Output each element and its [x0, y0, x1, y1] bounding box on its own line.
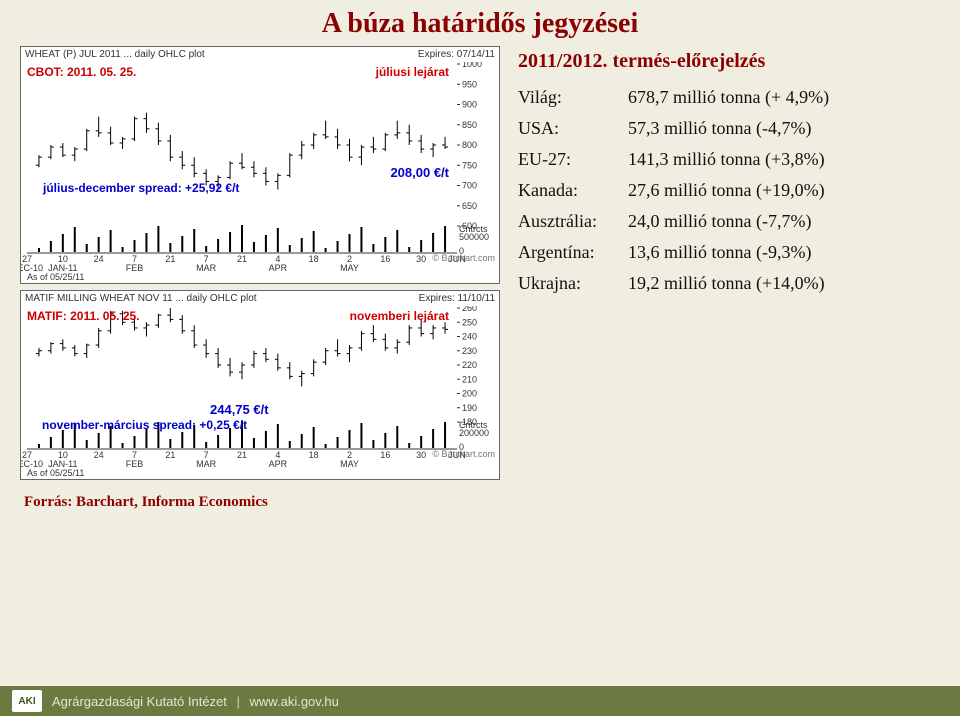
forecast-row: Világ:678,7 millió tonna (+ 4,9%) [518, 87, 940, 108]
forecast-row: USA:57,3 millió tonna (-4,7%) [518, 118, 940, 139]
chart-price: 244,75 €/t [210, 402, 269, 417]
forecast-key: Ukrajna: [518, 273, 628, 294]
charts-column: WHEAT (P) JUL 2011 ... daily OHLC plot E… [20, 46, 500, 486]
svg-text:APR: APR [269, 263, 288, 273]
forecast-value: 13,6 millió tonna (-9,3%) [628, 242, 811, 263]
footer-bar: AKI Agrárgazdasági Kutató Intézet | www.… [0, 686, 960, 716]
svg-text:18: 18 [309, 254, 319, 264]
forecast-row: Ausztrália:24,0 millió tonna (-7,7%) [518, 211, 940, 232]
forecast-row: EU-27:141,3 millió tonna (+3,8%) [518, 149, 940, 170]
forecast-key: EU-27: [518, 149, 628, 170]
svg-text:500000: 500000 [459, 232, 489, 242]
svg-text:700: 700 [462, 181, 477, 191]
chart-spread: július-december spread: +25,92 €/t [43, 181, 239, 195]
forecast-key: Világ: [518, 87, 628, 108]
forecast-key: Ausztrália: [518, 211, 628, 232]
svg-text:MAY: MAY [340, 263, 359, 273]
forecast-key: Kanada: [518, 180, 628, 201]
svg-text:As of 05/25/11: As of 05/25/11 [27, 272, 84, 282]
forecast-row: Kanada:27,6 millió tonna (+19,0%) [518, 180, 940, 201]
svg-text:230: 230 [462, 346, 477, 356]
svg-text:30: 30 [416, 254, 426, 264]
svg-text:850: 850 [462, 120, 477, 130]
aki-logo: AKI [12, 690, 42, 712]
svg-text:240: 240 [462, 332, 477, 342]
forecast-key: Argentína: [518, 242, 628, 263]
chart-price: 208,00 €/t [390, 165, 449, 180]
chart-bottom-overlay: 244,75 €/t november-március spread: +0,2… [20, 374, 500, 486]
chart-right-label: novemberi lejárat [350, 309, 449, 323]
forecast-value: 19,2 millió tonna (+14,0%) [628, 273, 825, 294]
forecast-heading: 2011/2012. termés-előrejelzés [518, 50, 940, 73]
svg-text:950: 950 [462, 79, 477, 89]
svg-text:MAR: MAR [196, 263, 217, 273]
forecast-value: 678,7 millió tonna (+ 4,9%) [628, 87, 829, 108]
svg-text:750: 750 [462, 160, 477, 170]
chart-symbol: MATIF MILLING WHEAT NOV 11 ... daily OHL… [25, 293, 257, 304]
forecast-value: 141,3 millió tonna (+3,8%) [628, 149, 825, 170]
footer-url: www.aki.gov.hu [250, 694, 339, 709]
svg-text:24: 24 [94, 254, 104, 264]
svg-text:220: 220 [462, 360, 477, 370]
footer-separator: | [237, 694, 240, 709]
svg-text:FEB: FEB [126, 263, 144, 273]
chart-spread: november-március spread: +0,25 €/t [42, 418, 247, 432]
svg-text:260: 260 [462, 306, 477, 313]
svg-text:250: 250 [462, 317, 477, 327]
forecast-key: USA: [518, 118, 628, 139]
forecast-row: Argentína:13,6 millió tonna (-9,3%) [518, 242, 940, 263]
forecast-value: 57,3 millió tonna (-4,7%) [628, 118, 811, 139]
svg-text:900: 900 [462, 100, 477, 110]
svg-text:21: 21 [165, 254, 175, 264]
svg-text:650: 650 [462, 201, 477, 211]
forecast-value: 24,0 millió tonna (-7,7%) [628, 211, 811, 232]
slide-title: A búza határidős jegyzései [20, 8, 940, 40]
chart-box-label: MATIF: 2011. 05. 25. [27, 309, 140, 323]
chart-expires: Expires: 11/10/11 [419, 293, 495, 304]
chart-symbol: WHEAT (P) JUL 2011 ... daily OHLC plot [25, 49, 205, 60]
forecast-row: Ukrajna:19,2 millió tonna (+14,0%) [518, 273, 940, 294]
svg-text:800: 800 [462, 140, 477, 150]
chart-box-label: CBOT: 2011. 05. 25. [27, 65, 136, 79]
chart-cbot-wheat-jul: WHEAT (P) JUL 2011 ... daily OHLC plot E… [20, 46, 500, 284]
source-line: Forrás: Barchart, Informa Economics [24, 494, 940, 511]
watermark: © Barchart.com [432, 253, 495, 263]
svg-text:21: 21 [237, 254, 247, 264]
chart-right-label: júliusi lejárat [376, 65, 449, 79]
forecast-panel: 2011/2012. termés-előrejelzés Világ:678,… [518, 46, 940, 486]
svg-text:16: 16 [380, 254, 390, 264]
chart-expires: Expires: 07/14/11 [418, 49, 495, 60]
svg-text:1000: 1000 [462, 62, 482, 69]
footer-org: Agrárgazdasági Kutató Intézet [52, 694, 227, 709]
forecast-value: 27,6 millió tonna (+19,0%) [628, 180, 825, 201]
